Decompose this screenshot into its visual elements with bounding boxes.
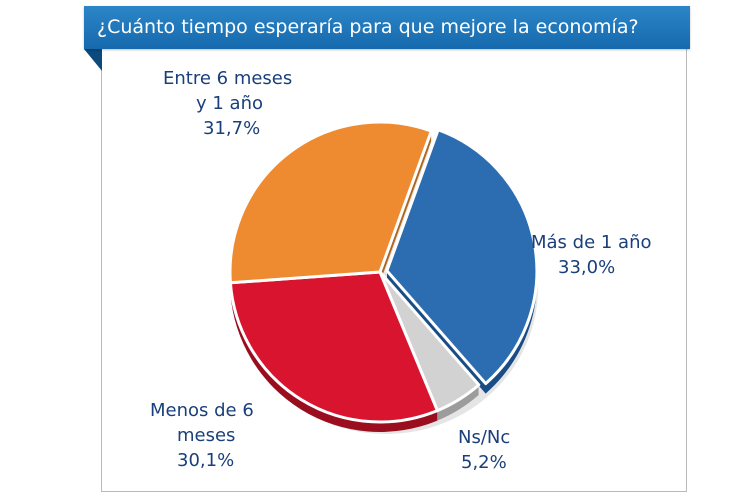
label-mas-de-1-ano: Más de 1 año 33,0%: [531, 230, 652, 280]
slice-value-label: 31,7%: [203, 118, 261, 139]
slice-label-line: Más de 1 año: [531, 232, 652, 253]
pie-slice: [385, 128, 539, 386]
label-menos-de-6-meses: Menos de 6 meses 30,1%: [150, 398, 254, 473]
slice-value-label: 5,2%: [461, 452, 507, 473]
slice-label-line: y 1 año: [196, 93, 263, 114]
banner-fold: [84, 49, 102, 71]
slice-value-label: 30,1%: [177, 450, 235, 471]
slice-label-line: meses: [177, 425, 236, 446]
pie-slice: [228, 270, 439, 424]
slice-label-line: Menos de 6: [150, 400, 254, 421]
pie-slice: [228, 120, 433, 285]
slice-label-line: Ns/Nc: [458, 427, 511, 448]
chart-title: ¿Cuánto tiempo esperaría para que mejore…: [84, 6, 690, 49]
label-ns-nc: Ns/Nc 5,2%: [458, 425, 510, 475]
slice-label-line: Entre 6 meses: [163, 68, 293, 89]
slice-value-label: 33,0%: [558, 257, 616, 278]
label-entre-6-meses-y-1-ano: Entre 6 meses y 1 año 31,7%: [163, 66, 292, 141]
